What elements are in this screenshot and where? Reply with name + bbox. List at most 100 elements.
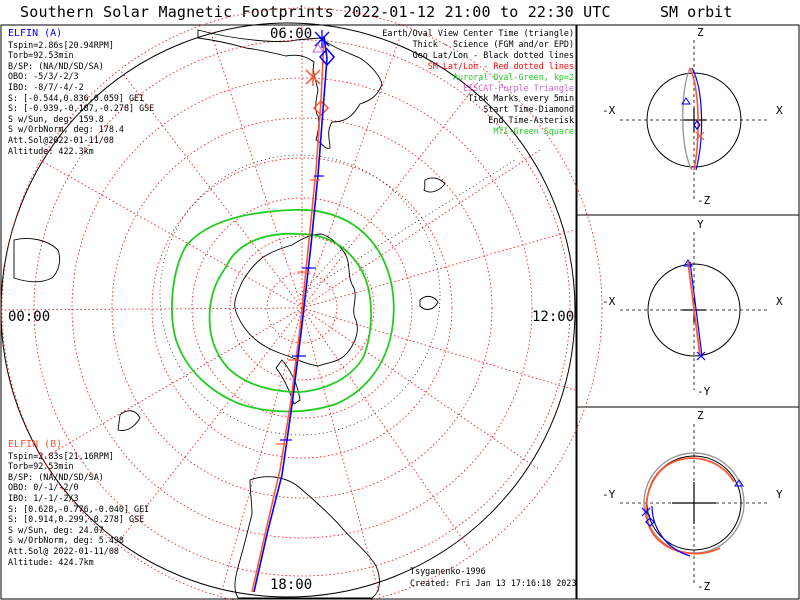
credit-author: Tsyganenko-1996 [410, 566, 486, 576]
orbit3-label-top: Z [697, 409, 704, 422]
elfin-b-tick-marks [276, 179, 320, 445]
orbit1-label-top: Z [697, 26, 704, 39]
view-triangle [734, 479, 744, 487]
legend-item: MTI-Green Square [493, 126, 574, 137]
orbit-end-asterisk [641, 507, 651, 517]
asterisk-stroke [695, 131, 705, 141]
start-diamond [319, 47, 335, 67]
elfin-a-line: OBO: -5/3/-2/3 [8, 71, 79, 82]
hour-label-right: 12:00 [532, 309, 575, 325]
sm-meridian [301, 307, 541, 471]
elfin-a-start-diamond [319, 47, 335, 67]
elfin-b-line: S: [0.628,-0.776,-0.040] GEI [8, 503, 150, 514]
orbit1-label-bottom: -Z [697, 194, 711, 207]
orbit-frame [576, 24, 800, 600]
elfin-a-end-asterisk [314, 30, 330, 48]
sm-lat-circle [33, 39, 571, 577]
hour-label-bottom: 18:00 [270, 577, 313, 593]
sm-lon-grid [1, 24, 576, 598]
elfin-a-track [253, 30, 335, 593]
orbit-start-diamond [645, 517, 655, 527]
orbit-b [645, 457, 735, 555]
gray-orbit [682, 67, 693, 171]
elfin-b-track [251, 37, 330, 593]
orbit2-label-bottom: -Y [697, 385, 711, 398]
auroral-oval [171, 208, 395, 413]
view-triangle [681, 97, 691, 105]
elfin-b-line: Altitude: 424.7km [8, 556, 94, 567]
coast-new-zealand [117, 410, 141, 431]
elfin-a-footprint-line [253, 35, 328, 593]
earth-circle [647, 263, 741, 357]
elfin-a-line: S: [-0.939,-0.187,-0.278] GSE [8, 103, 155, 114]
elfin-b-line: OBO: 0/-1/-2/0 [8, 482, 79, 493]
orbit-a [651, 505, 691, 557]
orbit-a [689, 261, 703, 357]
elfin-a-line: IBO: -8/7/-4/-2 [8, 81, 84, 92]
sm-lat-circle [229, 235, 375, 381]
sm-lat-circle [151, 157, 453, 459]
orbit-title: SM orbit [660, 3, 733, 21]
coast-africa [197, 29, 383, 149]
sm-meridian [301, 79, 481, 309]
sm-meridian [301, 229, 576, 309]
elfin-a-info: ELFIN (A) Tspin=2.86s[20.94RPM] Torb=92.… [8, 28, 155, 156]
legend: Earth/Oval View Center Time (triangle) T… [382, 28, 574, 137]
elfin-a-line: Att.Sol@2022-01-11/08 [8, 134, 114, 145]
elfin-a-line: Altitude: 422.3km [8, 145, 94, 156]
orbit-b [689, 67, 699, 171]
hour-label-left: 00:00 [8, 309, 51, 325]
orbit-panel-xy [620, 232, 770, 390]
orbit3-label-right: Y [776, 488, 783, 501]
sm-meridian [301, 149, 541, 309]
elfin-a-line: S w/Sun, deg: 159.8 [8, 113, 104, 124]
legend-item: Geo Lat/Lon - Black dotted lines [412, 49, 574, 60]
coast-australia [13, 238, 61, 283]
sm-meridian [301, 307, 471, 551]
auroral-oval-poleward [208, 232, 372, 393]
elfin-a-line: Tspin=2.86s[20.94RPM] [8, 39, 114, 50]
legend-item: End Time-Asterisk [488, 115, 574, 126]
coast-antarctica-peninsula [275, 359, 301, 405]
coast-madagascar [423, 177, 446, 193]
elfin-b-line: Att.Sol@ 2022-01-11/08 [8, 545, 119, 556]
elfin-b-line: Torb=92.53min [8, 461, 74, 472]
sm-lat-circle [71, 77, 533, 539]
sm-lat-circle [191, 197, 413, 419]
sm-meridian [119, 307, 303, 541]
orbit-panel-yz [620, 424, 770, 585]
sm-meridian [301, 36, 401, 309]
sm-meridian [301, 307, 381, 598]
sm-lat-circle [111, 117, 493, 499]
legend-item: SM Lat/Lon - Red dotted lines [427, 60, 574, 71]
eiscat-triangle [312, 43, 324, 53]
elfin-b-line: IBO: 1/-1/-2/3 [8, 492, 79, 503]
sm-meridian [39, 159, 303, 309]
elfin-a-name: ELFIN (A) [8, 28, 63, 39]
orbit-a [691, 67, 703, 171]
elfin-b-name: ELFIN (B) [8, 439, 63, 450]
geo-lat-circle [159, 154, 441, 436]
coastlines [13, 29, 446, 599]
elfin-b-line: B/SP: (NA/ND/SD/SA) [8, 471, 104, 482]
elfin-a-line: Torb=92.53min [8, 50, 74, 61]
legend-item: Start Time-Diamond [483, 104, 574, 115]
elfin-b-line: S w/Sun, deg: 24.07 [8, 524, 104, 535]
legend-item: Earth/Oval View Center Time (triangle) [382, 28, 574, 38]
coast-island-ne [419, 295, 439, 310]
elfin-b-end-asterisk [305, 68, 321, 86]
orbit2-label-right: X [776, 295, 783, 308]
orbit-end-asterisk [695, 131, 705, 141]
start-diamond [312, 99, 330, 117]
geo-meridian [299, 239, 351, 296]
view-triangle [683, 259, 693, 267]
sm-lat-circle [1, 7, 603, 600]
legend-item: Thick - Science (FGM and/or EPD) [412, 38, 574, 49]
coast-south-america [234, 476, 380, 599]
elfin-b-line: Tspin=2.83s[21.16RPM] [8, 450, 114, 461]
orbit3-label-bottom: -Z [697, 580, 711, 593]
elfin-b-line: S: [0.914,0.299,-0.278] GSE [8, 514, 145, 525]
sm-lat-grid [1, 7, 603, 600]
orbit1-label-left: -X [602, 104, 616, 117]
